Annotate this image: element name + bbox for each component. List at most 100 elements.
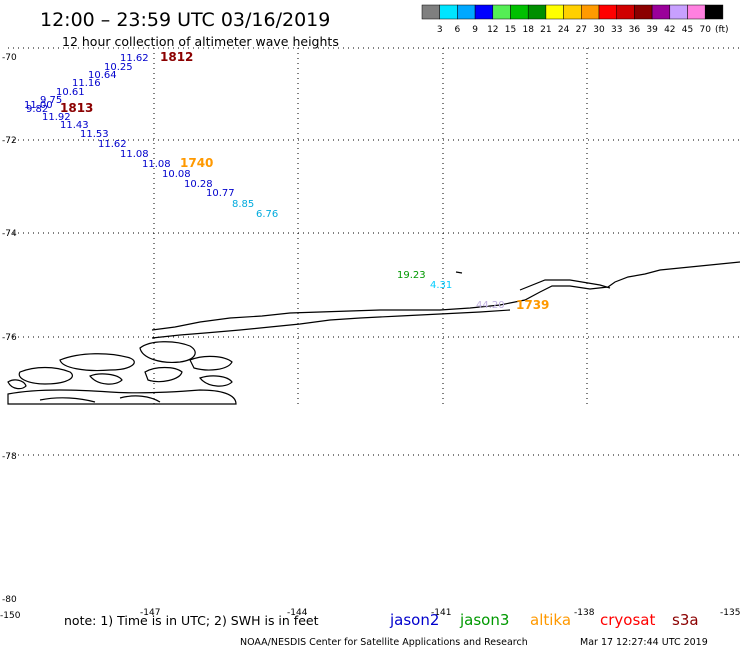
island (39, 397, 96, 403)
satellite-cryosat: cryosat (600, 611, 655, 629)
wave-height-label: 4.31 (430, 280, 452, 291)
legend-label: 15 (505, 25, 516, 35)
legend-swatch (704, 4, 724, 20)
legend-swatch (634, 4, 653, 20)
legend-label: 33 (611, 25, 622, 35)
lon-label: -141 (431, 608, 451, 618)
legend-swatch (527, 4, 547, 20)
legend-swatch (616, 4, 635, 20)
latitude-labels: -70 -72 -74 -76 -78 -80 (2, 53, 17, 605)
wave-height-label: 9.75 (40, 95, 62, 106)
footer-credit: NOAA/NESDIS Center for Satellite Applica… (240, 637, 528, 648)
satellite-altika: altika (530, 611, 571, 629)
lat-label: -76 (2, 333, 17, 343)
lon-label: -147 (140, 608, 160, 618)
track-time-label: 1813 (60, 101, 93, 115)
legend-swatch (669, 4, 688, 20)
legend-swatch (687, 4, 706, 20)
wave-height-label: 11.92 (42, 112, 71, 123)
wave-height-label: 11.62 (98, 139, 127, 150)
wave-height-label: 9.82 (26, 104, 48, 115)
ice-shelf-edge (151, 309, 511, 339)
island (119, 395, 161, 403)
legend-label: 24 (558, 25, 570, 35)
wave-height-label: 11.43 (60, 120, 89, 131)
island (89, 373, 123, 385)
legend-label: 9 (472, 25, 478, 35)
lat-label: -78 (2, 452, 17, 462)
satellite-s3a: s3a (672, 611, 699, 629)
footer-timestamp: Mar 17 12:27:44 UTC 2019 (580, 637, 708, 648)
island (7, 379, 27, 390)
legend-swatch (439, 4, 458, 20)
lat-label: -70 (2, 53, 17, 63)
legend-swatch (474, 4, 494, 20)
legend-label: 42 (664, 25, 675, 35)
legend-label: 27 (576, 25, 587, 35)
legend-label: 3 (437, 25, 443, 35)
wave-height-label: 11.62 (120, 53, 149, 64)
legend-swatch (492, 4, 511, 20)
island (189, 355, 233, 371)
track-time-label: 1812 (160, 50, 193, 64)
footer-note: note: 1) Time is in UTC; 2) SWH is in fe… (64, 613, 319, 628)
lon-label: -144 (287, 608, 308, 618)
island (144, 366, 183, 383)
legend-unit: (ft) (715, 25, 729, 35)
track-time-label: 1739 (516, 298, 549, 312)
wave-height-label: 10.08 (162, 169, 191, 180)
lon-label: -138 (574, 608, 595, 618)
lon-label: -150 (0, 611, 21, 621)
wave-height-label: 11.08 (142, 159, 171, 170)
legend-swatch (563, 4, 582, 20)
island (455, 271, 463, 274)
legend-label: 18 (522, 25, 534, 35)
legend-label: 21 (540, 25, 551, 35)
legend-label: 30 (593, 25, 605, 35)
ice-shelf-edge (519, 279, 611, 291)
legend-label: 45 (682, 25, 693, 35)
legend-swatch (457, 4, 476, 20)
graticule (8, 47, 740, 456)
lat-label: -72 (2, 136, 17, 146)
legend-label: 36 (629, 25, 641, 35)
wave-height-label: 10.25 (104, 62, 133, 73)
longitude-labels: -150 -147 -144 -141 -138 -135 (0, 608, 740, 621)
legend-swatch (421, 4, 440, 20)
wave-height-label: 6.76 (256, 209, 278, 220)
satellite-jason2: jason2 (389, 611, 439, 629)
legend-swatch (598, 4, 617, 20)
wave-height-label: 11.16 (72, 78, 101, 89)
wave-height-label: 11.00 (24, 100, 53, 111)
track-time-label: 1740 (180, 156, 213, 170)
island (139, 341, 196, 363)
lat-label: -74 (2, 229, 17, 239)
island (18, 366, 73, 385)
wave-height-label: 10.61 (56, 87, 85, 98)
legend-label: 70 (699, 25, 711, 35)
legend-swatch (581, 4, 600, 20)
wave-height-label: 8.85 (232, 199, 254, 210)
wave-height-label: 11.08 (120, 149, 149, 160)
coastline (7, 261, 740, 405)
satellite-legend: jason2 jason3 altika cryosat s3a (389, 611, 699, 629)
color-legend: 3 6 9 12 15 18 21 24 27 30 33 36 39 42 45 70 (421, 4, 724, 35)
island (59, 353, 135, 372)
wave-height-label: 11.53 (80, 129, 109, 140)
legend-label: 12 (487, 25, 498, 35)
island (198, 375, 233, 387)
wave-height-label: 19.23 (397, 270, 426, 281)
legend-label: 39 (646, 25, 658, 35)
lon-label: -135 (720, 608, 740, 618)
map-subtitle: 12 hour collection of altimeter wave hei… (62, 34, 339, 49)
legend-swatch (510, 4, 529, 20)
ice-shelf-edge (151, 261, 740, 331)
altimeter-tracks: 11.6210.2510.6411.1610.619.7511.009.8218… (24, 50, 549, 312)
wave-height-label: 10.28 (184, 179, 213, 190)
wave-height-label: 10.64 (88, 70, 117, 81)
legend-swatch (651, 4, 671, 20)
lat-label: -80 (2, 595, 17, 605)
legend-swatch (545, 4, 564, 20)
legend-label: 6 (455, 25, 461, 35)
